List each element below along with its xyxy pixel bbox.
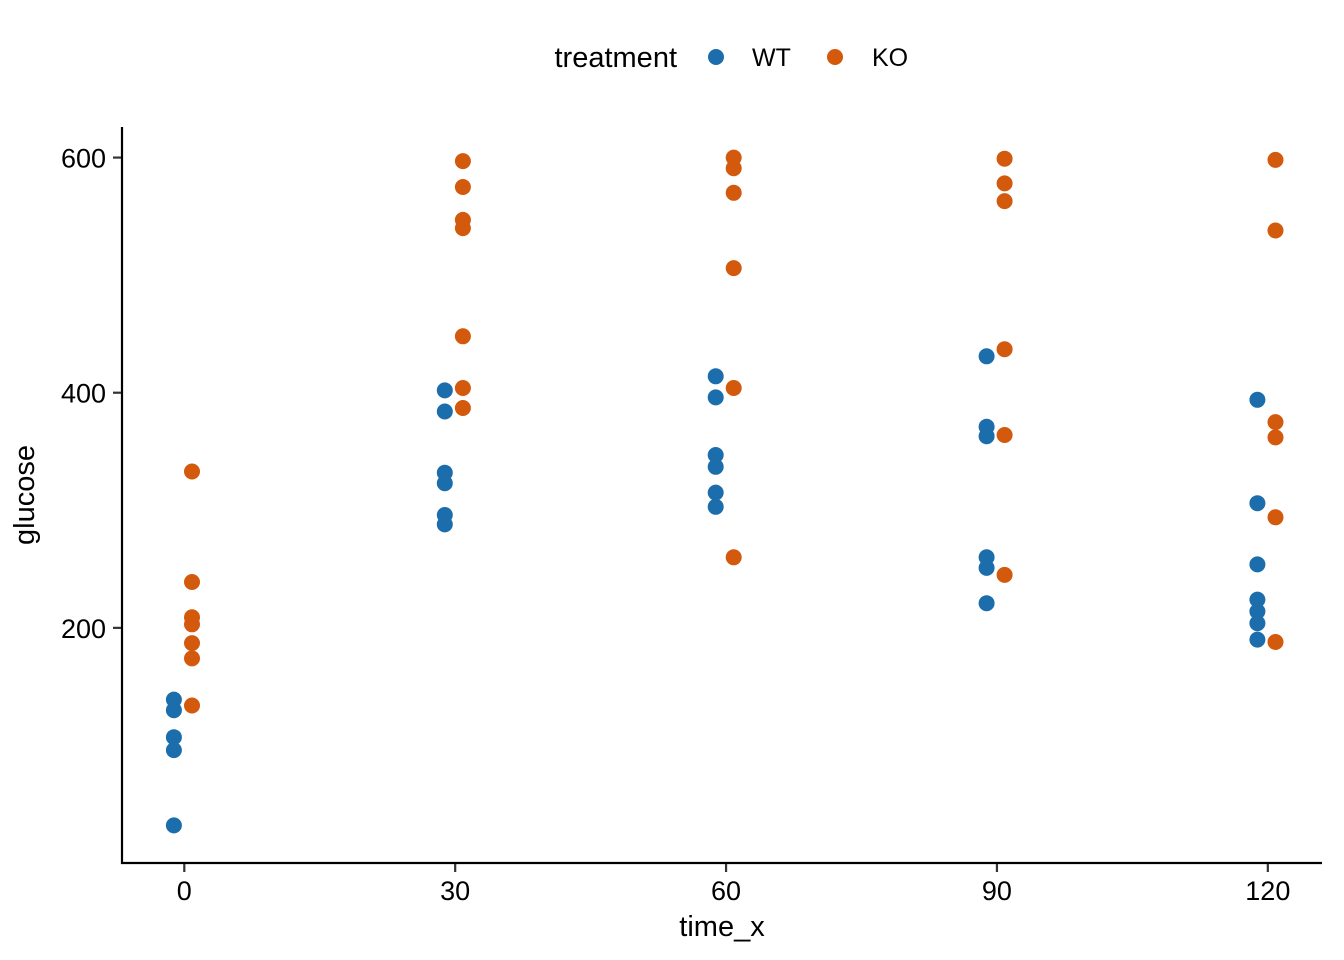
data-points xyxy=(165,149,1284,834)
legend-swatch-wt-icon xyxy=(708,49,724,65)
data-point-wt xyxy=(707,498,724,515)
data-point-wt xyxy=(1249,631,1266,648)
legend-label-wt: WT xyxy=(752,44,791,72)
data-point-ko xyxy=(184,463,200,480)
data-point-wt xyxy=(436,475,453,492)
data-point-ko xyxy=(725,380,742,396)
y-tick-label: 400 xyxy=(61,379,106,409)
data-point-ko xyxy=(996,150,1013,167)
legend-title: treatment xyxy=(555,42,678,74)
data-point-wt xyxy=(165,729,182,746)
data-point-ko xyxy=(1267,429,1284,446)
x-tick-label: 120 xyxy=(1245,876,1290,906)
data-point-ko xyxy=(1267,634,1284,650)
x-axis-title: time_x xyxy=(679,911,765,943)
data-point-ko xyxy=(454,328,471,345)
data-point-wt xyxy=(436,382,453,399)
data-point-ko xyxy=(996,193,1013,210)
x-tick-label: 90 xyxy=(982,876,1012,906)
data-point-wt xyxy=(707,458,724,475)
data-point-ko xyxy=(184,697,200,714)
y-tick-label: 200 xyxy=(61,614,106,644)
y-axis-ticks: 200 400 600 xyxy=(61,144,121,644)
data-point-wt xyxy=(978,348,995,365)
data-point-wt xyxy=(1249,591,1266,608)
data-point-wt xyxy=(707,484,724,501)
data-point-wt xyxy=(165,702,182,719)
data-point-wt xyxy=(1249,603,1266,620)
data-point-ko xyxy=(725,160,742,177)
data-point-wt xyxy=(978,559,995,576)
data-point-ko xyxy=(184,635,200,652)
x-tick-label: 0 xyxy=(177,876,192,906)
data-point-wt xyxy=(707,447,724,463)
data-point-ko xyxy=(725,260,742,277)
data-point-ko xyxy=(454,179,471,195)
legend: treatment WT KO xyxy=(555,42,909,74)
data-point-ko xyxy=(1267,222,1284,239)
data-point-ko xyxy=(725,549,742,566)
data-point-wt xyxy=(1249,391,1266,408)
legend-label-ko: KO xyxy=(872,44,908,72)
data-point-wt xyxy=(1249,495,1266,512)
data-point-wt xyxy=(707,389,724,406)
y-axis-title: glucose xyxy=(9,445,41,545)
data-point-ko xyxy=(454,400,471,416)
data-point-ko xyxy=(454,220,471,237)
data-point-ko xyxy=(1267,151,1284,168)
data-point-ko xyxy=(454,153,471,170)
data-point-ko xyxy=(184,616,200,633)
data-point-wt xyxy=(1249,615,1266,632)
data-point-ko xyxy=(996,566,1013,583)
data-point-ko xyxy=(1267,414,1284,431)
x-tick-label: 30 xyxy=(440,876,470,906)
y-tick-label: 600 xyxy=(61,144,106,174)
data-point-wt xyxy=(165,742,182,759)
data-point-ko xyxy=(1267,509,1284,526)
data-point-wt xyxy=(1249,556,1266,573)
data-point-ko xyxy=(725,184,742,201)
data-point-ko xyxy=(996,341,1013,358)
data-point-ko xyxy=(996,427,1013,443)
data-point-ko xyxy=(184,574,200,590)
data-point-wt xyxy=(978,595,995,612)
legend-swatch-ko-icon xyxy=(827,49,843,65)
data-point-ko xyxy=(184,650,200,667)
data-point-wt xyxy=(978,428,995,445)
data-point-wt xyxy=(707,368,724,385)
data-point-wt xyxy=(436,516,453,533)
data-point-ko xyxy=(996,175,1013,192)
data-point-wt xyxy=(165,817,182,834)
data-point-wt xyxy=(436,403,453,420)
x-axis-ticks: 0 30 60 90 120 xyxy=(177,864,1290,906)
x-tick-label: 60 xyxy=(711,876,741,906)
data-point-ko xyxy=(454,380,471,396)
